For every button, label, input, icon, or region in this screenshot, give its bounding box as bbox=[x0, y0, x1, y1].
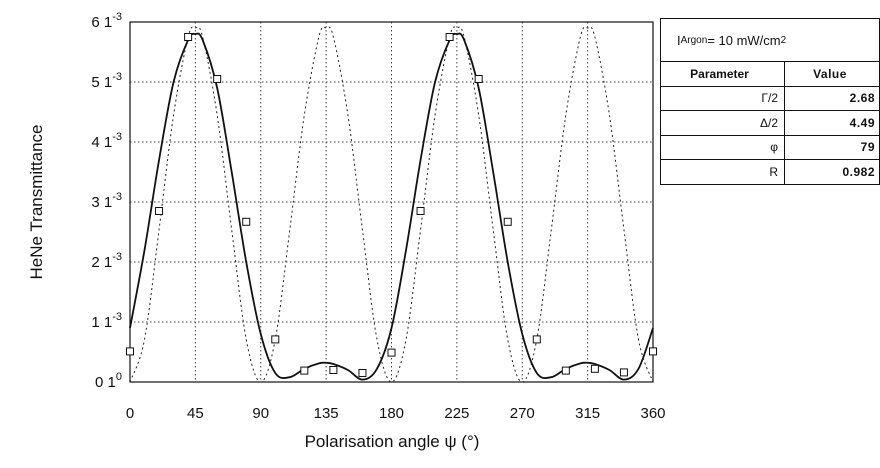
x-tick-labels: 0 45 90 135 180 225 270 315 360 bbox=[126, 405, 666, 422]
data-point bbox=[561, 366, 570, 375]
table-row: Δ/2 4.49 bbox=[661, 111, 879, 136]
y-tick-exponent: -3 bbox=[112, 191, 122, 203]
param-name: Δ/2 bbox=[661, 111, 785, 135]
plot-frame bbox=[129, 21, 654, 383]
param-name: φ bbox=[661, 135, 785, 159]
param-value: 0.982 bbox=[842, 164, 875, 179]
x-tick-label: 90 bbox=[252, 405, 269, 422]
param-name: Γ/2 bbox=[661, 86, 785, 110]
y-tick-label: 1 1-3 bbox=[91, 311, 122, 331]
column-header-value: Value bbox=[813, 66, 847, 81]
y-tick-mantissa: 3 1 bbox=[91, 194, 112, 211]
header-intensity-value: = 10 mW/cm bbox=[707, 32, 781, 48]
y-tick-exponent: 0 bbox=[116, 371, 122, 383]
data-point bbox=[242, 217, 251, 226]
y-tick-mantissa: 0 1 bbox=[95, 374, 116, 391]
data-point bbox=[416, 207, 425, 215]
y-tick-label: 3 1-3 bbox=[91, 191, 122, 211]
data-point bbox=[184, 33, 193, 41]
data-point bbox=[300, 366, 309, 375]
data-markers bbox=[126, 33, 657, 377]
data-point bbox=[387, 348, 396, 357]
y-tick-exponent: -3 bbox=[112, 11, 122, 23]
table-column-headers: Parameter Value bbox=[661, 62, 879, 87]
x-tick-label: 225 bbox=[444, 405, 469, 422]
x-axis-title: Polarisation angle ψ (°) bbox=[305, 432, 480, 451]
header-intensity-symbol: I bbox=[677, 32, 681, 48]
data-point bbox=[329, 366, 338, 374]
data-point bbox=[649, 347, 657, 356]
y-tick-mantissa: 6 1 bbox=[91, 14, 112, 31]
column-header-parameter: Parameter bbox=[661, 62, 785, 86]
param-name: R bbox=[661, 160, 785, 184]
y-tick-exponent: -3 bbox=[112, 131, 122, 143]
table-header: I Argon = 10 mW/cm 2 bbox=[661, 19, 879, 62]
y-tick-labels: 0 101 1-32 1-33 1-34 1-35 1-36 1-3 bbox=[91, 11, 122, 391]
data-point bbox=[358, 369, 367, 377]
x-tick-label: 270 bbox=[510, 405, 535, 422]
table-row: R 0.982 bbox=[661, 160, 879, 184]
x-tick-label: 315 bbox=[575, 405, 600, 422]
param-value: 4.49 bbox=[849, 115, 875, 130]
table-row: Γ/2 2.68 bbox=[661, 86, 879, 111]
y-tick-mantissa: 2 1 bbox=[91, 254, 112, 271]
x-tick-label: 360 bbox=[640, 405, 665, 422]
header-intensity-subscript: Argon bbox=[680, 34, 708, 46]
data-point bbox=[619, 368, 628, 377]
y-tick-exponent: -3 bbox=[112, 71, 122, 83]
data-point bbox=[213, 75, 222, 83]
parameter-table: I Argon = 10 mW/cm 2 Parameter Value Γ/2 2… bbox=[660, 18, 880, 185]
grid-lines bbox=[130, 22, 653, 382]
y-tick-mantissa: 4 1 bbox=[91, 134, 112, 151]
data-point bbox=[474, 75, 483, 83]
data-point bbox=[445, 33, 454, 41]
y-axis-title: HeNe Transmittance bbox=[27, 125, 46, 280]
header-unit-exponent: 2 bbox=[780, 34, 787, 46]
data-point bbox=[126, 347, 134, 356]
y-tick-label: 6 1-3 bbox=[91, 11, 122, 31]
param-value: 79 bbox=[860, 140, 875, 155]
y-tick-label: 4 1-3 bbox=[91, 131, 122, 151]
data-point bbox=[532, 335, 541, 344]
y-tick-exponent: -3 bbox=[112, 311, 122, 323]
x-tick-label: 45 bbox=[187, 405, 204, 422]
data-point bbox=[271, 335, 280, 344]
x-tick-label: 0 bbox=[126, 405, 134, 422]
param-value: 2.68 bbox=[849, 91, 875, 106]
x-tick-label: 180 bbox=[379, 405, 404, 422]
data-point bbox=[590, 364, 599, 373]
y-tick-mantissa: 5 1 bbox=[91, 74, 112, 91]
data-point bbox=[503, 217, 512, 226]
y-tick-label: 2 1-3 bbox=[91, 251, 122, 271]
y-tick-label: 0 10 bbox=[95, 371, 122, 391]
table-row: φ 79 bbox=[661, 135, 879, 160]
x-tick-label: 135 bbox=[314, 405, 339, 422]
y-tick-mantissa: 1 1 bbox=[91, 314, 112, 331]
y-tick-exponent: -3 bbox=[112, 251, 122, 263]
data-point bbox=[155, 207, 164, 215]
y-tick-label: 5 1-3 bbox=[91, 71, 122, 91]
